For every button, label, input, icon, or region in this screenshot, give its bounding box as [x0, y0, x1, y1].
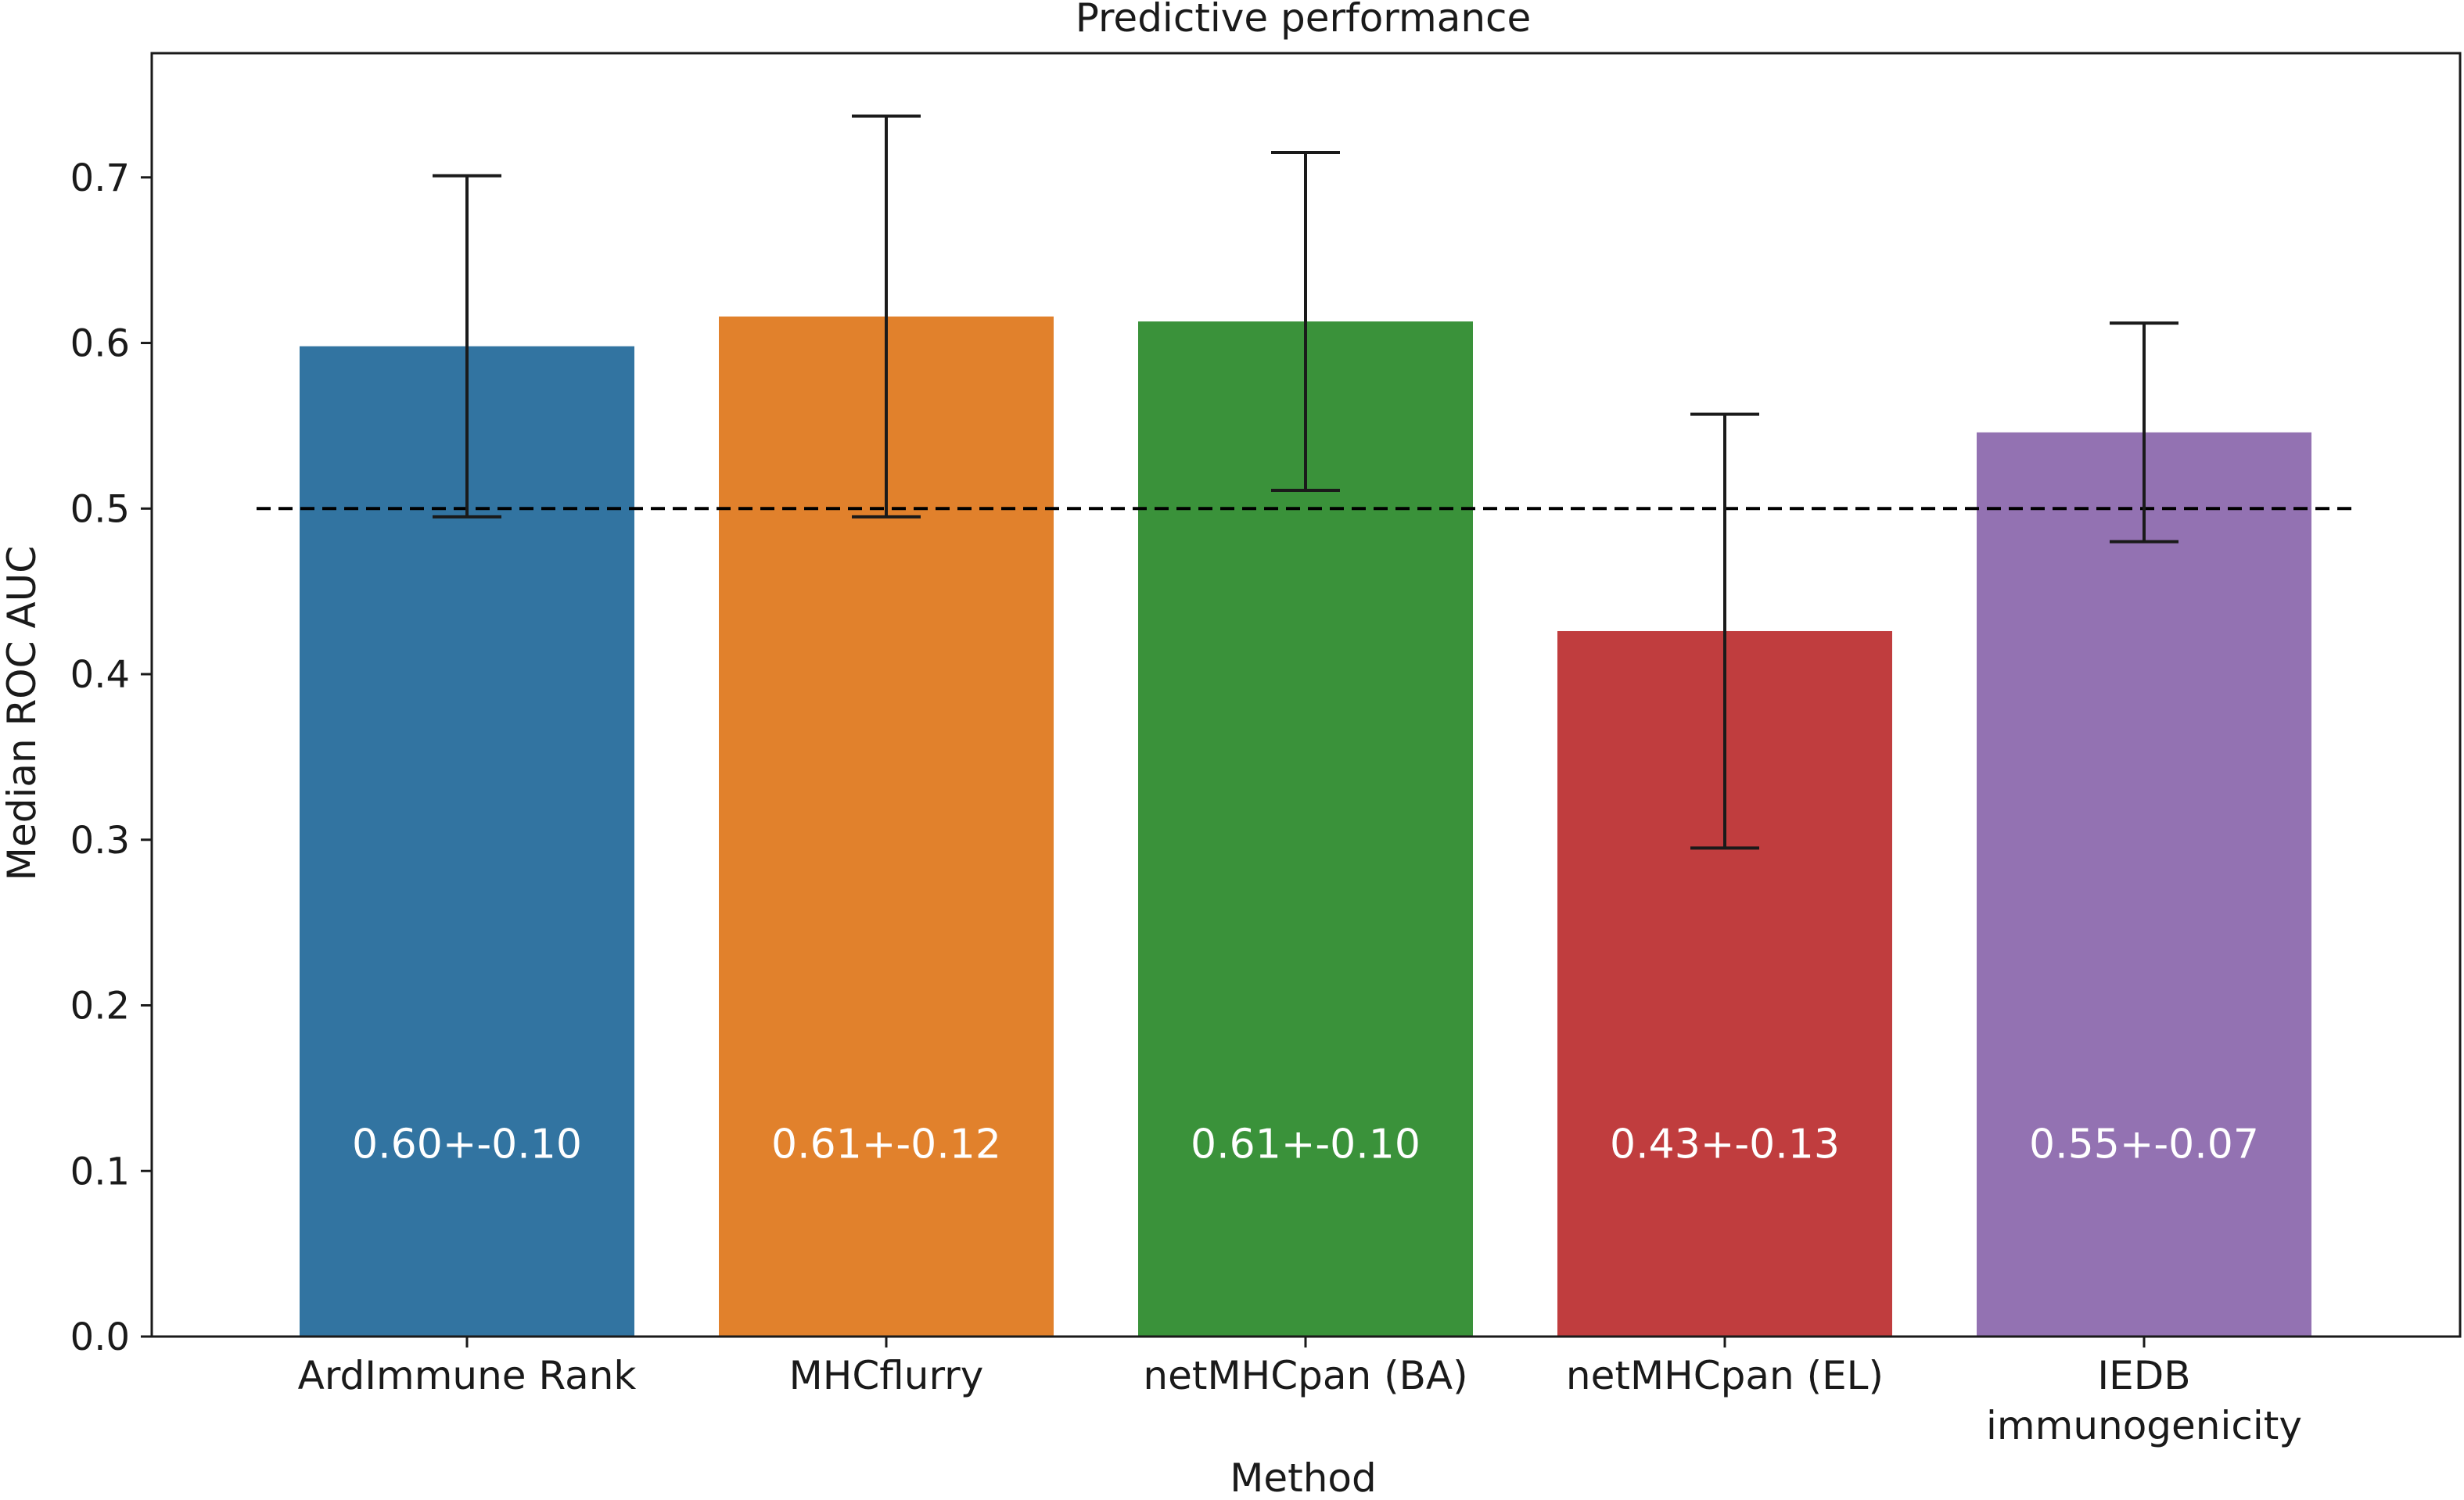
- chart-title: Predictive performance: [1076, 0, 1532, 41]
- y-tick-label: 0.2: [70, 985, 130, 1028]
- y-tick-label: 0.6: [70, 322, 130, 366]
- y-tick-label: 0.5: [70, 487, 130, 531]
- x-axis: ArdImmune Rank MHCflurry netMHCpan (BA) net…: [298, 1337, 2302, 1448]
- bar-label-2: 0.61+-0.12: [771, 1121, 1001, 1168]
- x-tick-label: ArdImmune Rank: [298, 1353, 637, 1398]
- y-tick-label: 0.4: [70, 653, 130, 697]
- bar-label-layer: 0.60+-0.10 0.61+-0.12 0.61+-0.10 0.43+-0.13…: [352, 1121, 2259, 1168]
- x-tick-label: netMHCpan (BA): [1143, 1353, 1467, 1398]
- bar-label-5: 0.55+-0.07: [2029, 1121, 2259, 1168]
- bar-5: [1977, 432, 2311, 1337]
- error-bar-5: [2110, 321, 2178, 544]
- y-axis: 0.0 0.1 0.2 0.3 0.4 0.5 0.6 0.7: [70, 156, 152, 1359]
- error-bar-3: [1271, 151, 1340, 492]
- y-axis-label: Median ROC AUC: [0, 546, 45, 881]
- error-bar-4: [1690, 412, 1759, 850]
- x-tick-label: MHCflurry: [789, 1353, 984, 1398]
- y-tick-label: 0.7: [70, 156, 130, 200]
- x-axis-label: Method: [1230, 1455, 1377, 1500]
- error-bar-1: [433, 174, 501, 519]
- bar-label-4: 0.43+-0.13: [1610, 1121, 1840, 1168]
- x-tick-label: netMHCpan (EL): [1566, 1353, 1884, 1398]
- y-tick-label: 0.3: [70, 819, 130, 863]
- y-tick-label: 0.0: [70, 1315, 130, 1359]
- x-tick-label: IEDB immunogenicity: [1986, 1353, 2302, 1448]
- bar-label-1: 0.60+-0.10: [352, 1121, 582, 1168]
- plot-frame: [150, 52, 2462, 1338]
- error-bar-2: [852, 114, 921, 519]
- bar-label-3: 0.61+-0.10: [1191, 1121, 1421, 1168]
- errorbar-layer: [433, 114, 2178, 850]
- y-tick-label: 0.1: [70, 1150, 130, 1193]
